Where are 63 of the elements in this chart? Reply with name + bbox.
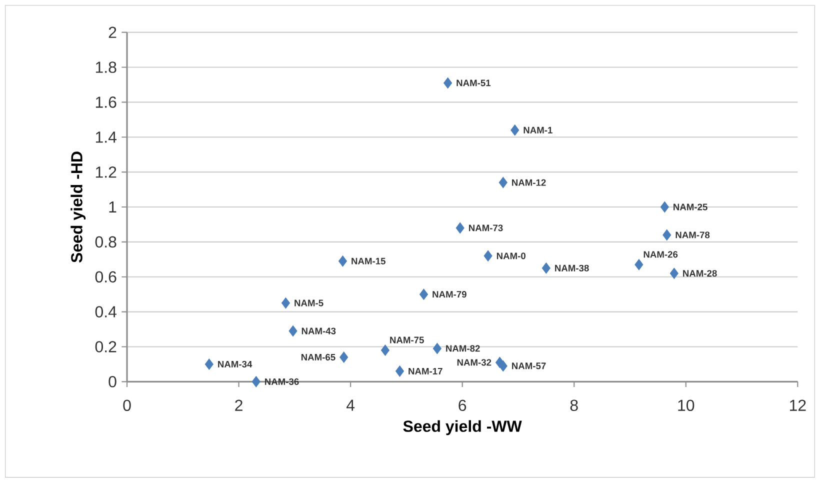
point xyxy=(204,358,214,370)
y-tick-label: 1.2 xyxy=(96,166,116,178)
point xyxy=(498,360,508,372)
point xyxy=(542,262,550,274)
point xyxy=(510,124,520,136)
annotation: NAM-5 xyxy=(294,300,324,306)
x-axis-title: Seed yield -WW xyxy=(403,420,522,436)
annotation: NAM-82 xyxy=(446,345,480,352)
point xyxy=(395,366,404,377)
x-tick-label: 0 xyxy=(123,400,131,412)
point xyxy=(420,288,428,300)
point xyxy=(338,256,348,267)
annotation: NAM-28 xyxy=(683,270,717,277)
annotation: NAM-51 xyxy=(456,80,491,86)
x-tick-label: 4 xyxy=(346,400,355,411)
x-tick-label: 6 xyxy=(458,400,466,412)
point xyxy=(662,230,672,241)
annotation: NAM-38 xyxy=(555,265,589,272)
y-tick-label: 0 xyxy=(108,376,116,388)
annotation: NAM-26 xyxy=(644,251,678,258)
annotation: NAM-0 xyxy=(496,252,526,260)
point xyxy=(432,343,442,354)
point xyxy=(340,352,348,363)
annotation: NAM-12 xyxy=(512,179,546,186)
annotation: NAM-57 xyxy=(512,362,546,370)
annotation: NAM-75 xyxy=(390,336,424,344)
y-tick-label: 0.6 xyxy=(95,271,116,283)
annotation: NAM-1 xyxy=(524,127,552,134)
annotation: NAM-34 xyxy=(218,361,252,368)
point xyxy=(634,259,644,270)
y-tick-label: 1.6 xyxy=(96,96,116,108)
y-axis-title: Seed yield -HD xyxy=(70,152,86,263)
annotation: NAM-65 xyxy=(301,354,336,361)
point xyxy=(498,177,508,188)
y-tick-label: 1 xyxy=(109,202,116,213)
x-tick-label: 10 xyxy=(678,400,694,412)
point xyxy=(660,202,669,213)
y-tick-label: 1.8 xyxy=(96,62,116,74)
point xyxy=(456,222,464,234)
annotation: NAM-79 xyxy=(432,291,466,298)
annotation: NAM-15 xyxy=(352,258,386,265)
annotation: NAM-78 xyxy=(676,232,710,238)
point xyxy=(288,326,298,337)
y-tick-label: 0.4 xyxy=(95,306,116,318)
y-tick-label: 1.4 xyxy=(96,132,116,143)
x-tick-label: 8 xyxy=(570,400,578,412)
point xyxy=(252,376,260,388)
y-tick-label: 0.2 xyxy=(95,341,116,353)
point xyxy=(281,298,290,309)
annotation: NAM-73 xyxy=(468,224,503,232)
annotation: NAM-43 xyxy=(302,328,336,334)
y-tick-label: 0.8 xyxy=(95,236,116,248)
x-tick-label: 2 xyxy=(235,400,242,412)
annotation: NAM-32 xyxy=(457,359,492,366)
annotation: NAM-25 xyxy=(674,204,708,210)
annotation: NAM-36 xyxy=(265,378,299,386)
point xyxy=(444,78,452,89)
point xyxy=(670,268,678,280)
point xyxy=(380,344,390,356)
point xyxy=(484,250,492,262)
x-tick-label: 12 xyxy=(790,400,806,412)
y-tick-label: 2 xyxy=(108,26,116,38)
annotation: NAM-17 xyxy=(408,368,442,375)
